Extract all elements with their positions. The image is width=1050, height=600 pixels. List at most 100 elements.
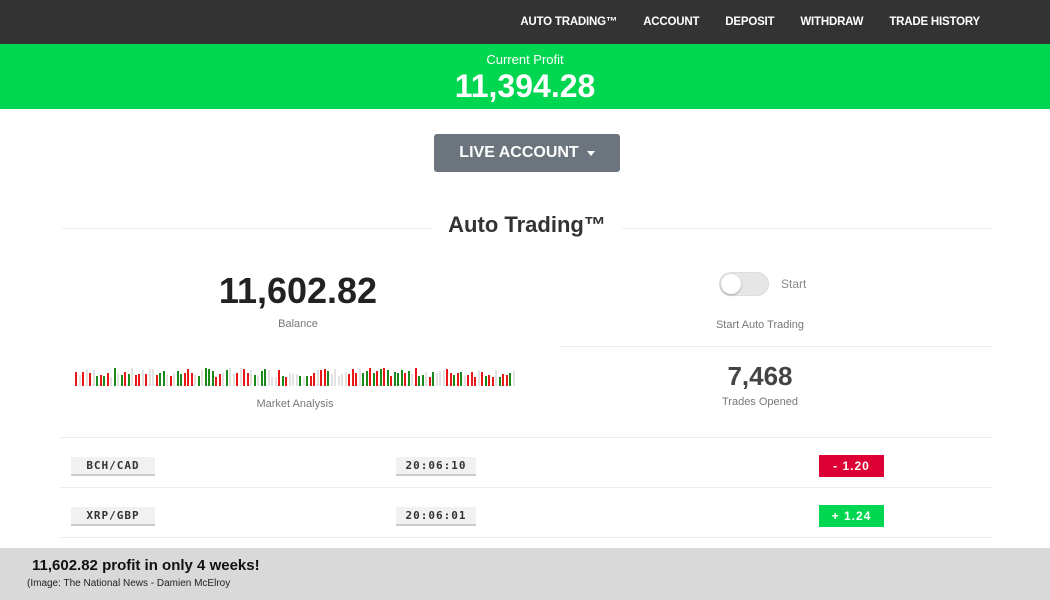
nav-deposit[interactable]: DEPOSIT — [725, 16, 775, 28]
nav-trade-history[interactable]: TRADE HISTORY — [889, 16, 980, 28]
market-bar — [316, 370, 319, 386]
nav-account[interactable]: ACCOUNT — [643, 16, 700, 28]
market-bar — [138, 374, 140, 386]
time-badge: 20:06:10 — [396, 457, 476, 476]
section-title: Auto Trading™ — [448, 212, 606, 237]
market-bar — [295, 374, 298, 386]
market-bar — [103, 376, 105, 386]
market-bar — [285, 377, 287, 386]
market-bar — [281, 376, 284, 386]
account-label: LIVE ACCOUNT — [459, 144, 579, 161]
caption-headline: 11,602.82 profit in only 4 weeks! — [32, 557, 260, 574]
market-bar — [386, 370, 389, 386]
market-bar — [358, 369, 361, 386]
market-bar — [208, 369, 210, 386]
change-badge: + 1.24 — [819, 505, 884, 527]
market-bar — [194, 375, 196, 386]
market-bar — [435, 373, 438, 386]
market-bar — [446, 369, 448, 386]
market-bar — [425, 372, 427, 386]
market-bar — [236, 373, 238, 386]
market-bar — [134, 375, 137, 386]
market-bar — [421, 375, 424, 386]
market-bar — [99, 375, 102, 386]
market-bar — [229, 368, 231, 386]
market-bar — [509, 373, 511, 386]
auto-trading-toggle[interactable] — [719, 272, 769, 296]
market-bar — [264, 369, 266, 386]
divider — [60, 537, 992, 538]
market-bar — [96, 376, 98, 386]
market-bar — [372, 373, 375, 386]
market-bar — [449, 373, 452, 386]
market-bar — [180, 374, 182, 386]
market-bar — [397, 373, 399, 386]
market-bar — [439, 371, 441, 386]
market-bar — [127, 374, 130, 386]
market-bar — [246, 373, 249, 386]
market-bar — [355, 373, 357, 386]
market-bar — [323, 369, 326, 386]
market-bar — [320, 370, 322, 386]
market-bar — [463, 376, 466, 386]
market-bar — [495, 370, 497, 386]
market-bar — [159, 373, 161, 386]
market-bar — [376, 371, 378, 386]
market-bar — [253, 375, 256, 386]
market-bar — [106, 373, 109, 386]
market-bar — [365, 371, 368, 386]
trade-row: BCH/CAD 20:06:10 - 1.20 — [60, 437, 992, 487]
market-bar — [204, 368, 207, 386]
divider — [60, 487, 992, 488]
market-bar — [278, 370, 280, 386]
market-bar — [141, 370, 144, 386]
market-bar — [190, 373, 193, 386]
market-analysis-bars — [75, 368, 515, 386]
market-bar — [271, 377, 273, 386]
market-bar — [411, 374, 413, 386]
caption: 11,602.82 profit in only 4 weeks! (Image… — [0, 548, 1050, 600]
market-bar — [187, 369, 189, 386]
market-bar — [166, 375, 168, 386]
profit-label: Current Profit — [486, 52, 564, 67]
market-bar — [92, 370, 95, 386]
market-bar — [474, 377, 476, 386]
pair-badge: XRP/GBP — [71, 507, 155, 526]
market-bar — [488, 375, 490, 386]
market-bar — [145, 374, 147, 386]
change-badge: - 1.20 — [819, 455, 884, 477]
trade-row: XRP/GBP 20:06:01 + 1.24 — [60, 487, 992, 537]
market-bar — [362, 373, 364, 386]
toggle-knob — [721, 274, 741, 294]
caret-down-icon — [586, 150, 595, 156]
market-bar — [383, 368, 385, 386]
market-bar — [432, 372, 434, 386]
market-bar — [407, 371, 410, 386]
market-bar — [470, 372, 473, 386]
market-bar — [467, 375, 469, 386]
time-badge: 20:06:01 — [396, 507, 476, 526]
market-bar — [197, 376, 200, 386]
divider — [560, 346, 992, 347]
market-bar — [260, 371, 263, 386]
market-bar — [176, 371, 179, 386]
pair-badge: BCH/CAD — [71, 457, 155, 476]
market-bar — [502, 374, 504, 386]
market-bar — [257, 376, 259, 386]
market-bar — [131, 368, 133, 386]
nav-auto-trading[interactable]: AUTO TRADING™ — [520, 16, 618, 28]
trades-value: 7,468 — [727, 361, 793, 391]
market-bar — [390, 376, 392, 386]
market-bar — [344, 372, 347, 386]
market-bar — [75, 372, 77, 386]
market-bar — [306, 376, 308, 386]
market-bar — [201, 370, 203, 386]
market-bar — [505, 375, 508, 386]
market-bar — [369, 368, 371, 386]
nav-withdraw[interactable]: WITHDRAW — [800, 16, 864, 28]
live-account-dropdown[interactable]: LIVE ACCOUNT — [434, 134, 620, 172]
market-bar — [404, 373, 406, 386]
market-bar — [327, 371, 329, 386]
trades-label: Trades Opened — [721, 396, 799, 408]
market-bar — [484, 376, 487, 386]
